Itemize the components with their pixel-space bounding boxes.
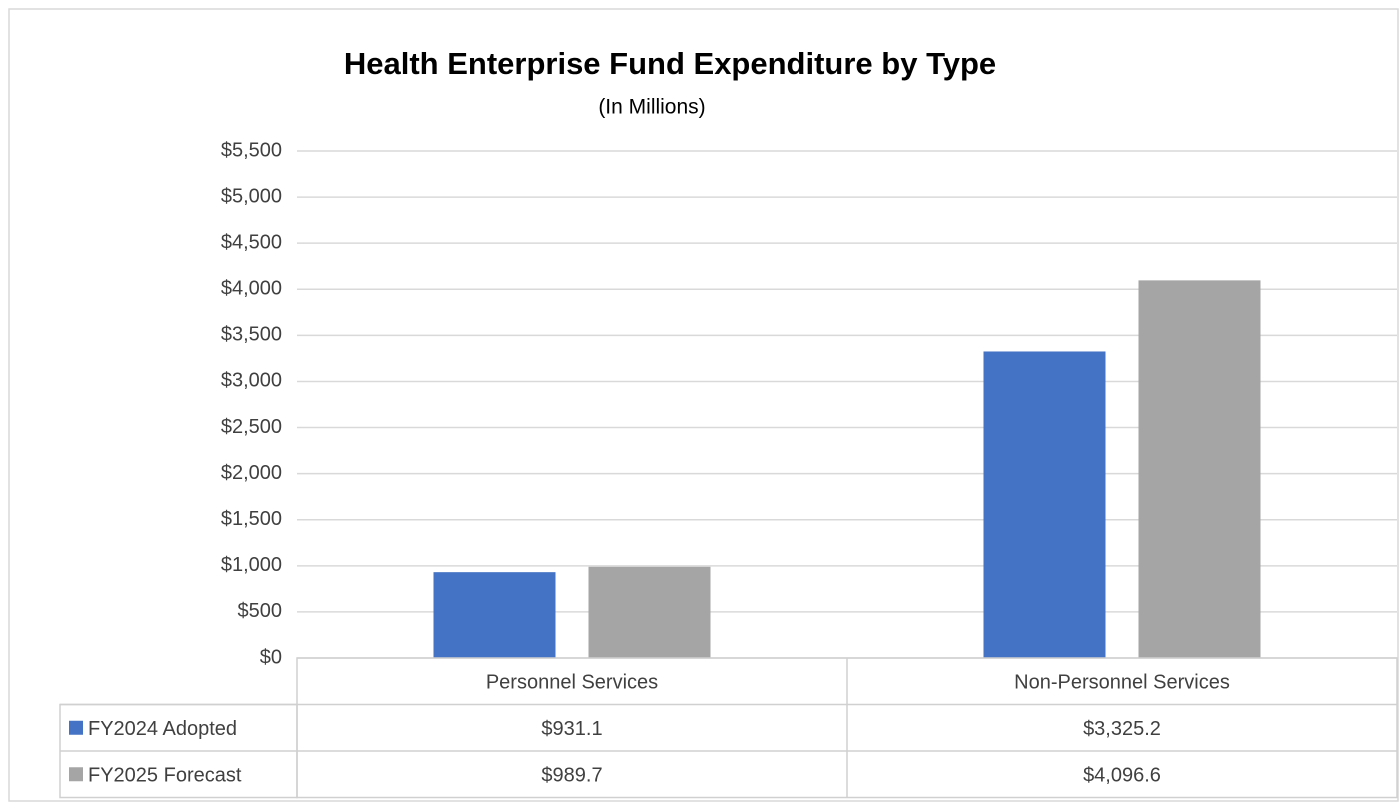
y-tick-label: $4,000 bbox=[221, 278, 282, 300]
data-label: $989.7 bbox=[541, 765, 602, 787]
legend-swatch bbox=[69, 767, 83, 782]
y-tick-label: $1,500 bbox=[221, 508, 282, 530]
bar bbox=[1138, 280, 1261, 658]
x-tick-label: Personnel Services bbox=[486, 672, 658, 694]
y-tick-label: $2,500 bbox=[221, 416, 282, 438]
y-tick-label: $3,000 bbox=[221, 370, 282, 392]
y-tick-label: $5,500 bbox=[221, 139, 282, 161]
bar bbox=[433, 572, 556, 658]
legend-label: FY2024 Adopted bbox=[88, 718, 237, 740]
data-label: $4,096.6 bbox=[1083, 765, 1161, 787]
chart-title: Health Enterprise Fund Expenditure by Ty… bbox=[344, 46, 996, 81]
legend-swatch bbox=[69, 720, 83, 735]
legend-label: FY2025 Forecast bbox=[88, 765, 242, 787]
y-tick-label: $1,000 bbox=[221, 554, 282, 576]
y-tick-label: $3,500 bbox=[221, 324, 282, 346]
bar bbox=[983, 351, 1106, 658]
bar bbox=[588, 566, 711, 658]
data-label: $931.1 bbox=[541, 718, 602, 740]
y-tick-label: $4,500 bbox=[221, 231, 282, 253]
y-tick-label: $0 bbox=[260, 646, 282, 668]
chart-subtitle: (In Millions) bbox=[598, 96, 705, 119]
y-tick-label: $2,000 bbox=[221, 462, 282, 484]
y-tick-label: $500 bbox=[238, 600, 283, 622]
data-label: $3,325.2 bbox=[1083, 718, 1161, 740]
y-tick-label: $5,000 bbox=[221, 185, 282, 207]
x-tick-label: Non-Personnel Services bbox=[1014, 672, 1230, 694]
